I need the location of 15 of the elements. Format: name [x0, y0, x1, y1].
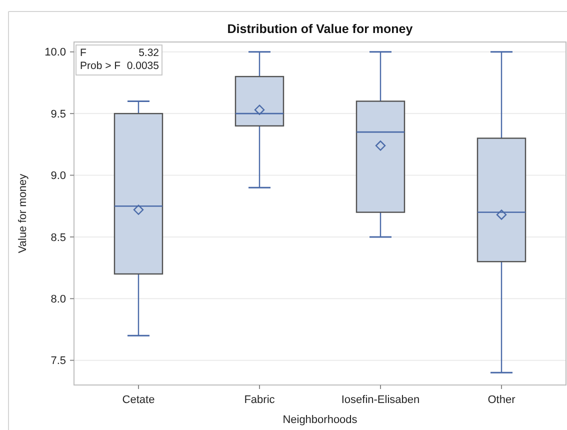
- x-tick-label: Other: [488, 394, 516, 406]
- y-tick-label: 7.5: [50, 355, 66, 368]
- y-tick-label: 8.5: [50, 232, 66, 244]
- x-tick-label: Fabric: [244, 394, 276, 406]
- text: F 5.32: [80, 47, 159, 59]
- y-tick-label: 9.5: [50, 108, 66, 120]
- chart-title: Distribution of Value for money: [227, 22, 413, 36]
- x-tick-label: Cetate: [122, 394, 155, 406]
- x-axis-title: Neighborhoods: [282, 414, 358, 426]
- y-tick-label: 10.0: [44, 46, 66, 59]
- annotation: Prob > F 0.0035: [80, 60, 160, 72]
- y-tick-label: 8.0: [50, 293, 66, 306]
- y-axis-title: Value for money: [17, 173, 29, 254]
- x-tick-label: Iosefin-Elisaben: [341, 394, 420, 406]
- y-tick-label: 9.0: [50, 170, 66, 182]
